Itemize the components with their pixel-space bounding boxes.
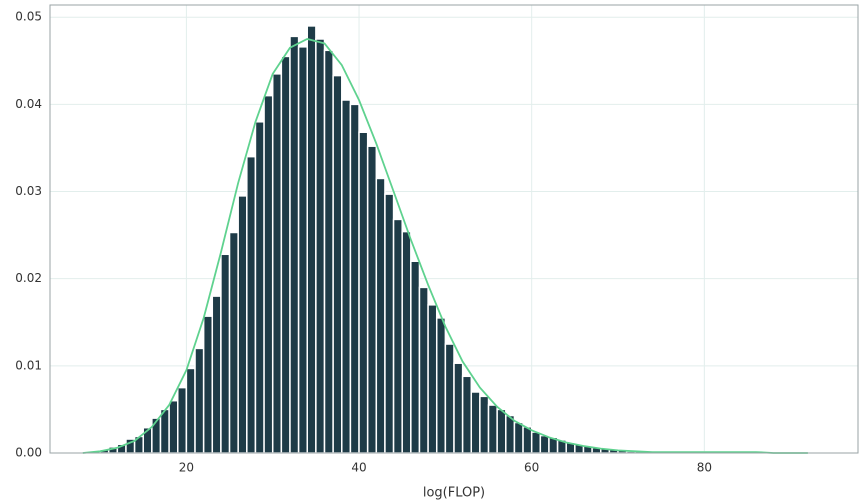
bar	[254, 121, 265, 454]
bar	[410, 260, 421, 454]
x-tick-label: 80	[697, 461, 712, 475]
x-tick-label: 60	[524, 461, 539, 475]
x-axis-label: log(FLOP)	[423, 486, 485, 501]
bar	[211, 295, 222, 454]
bar	[349, 103, 360, 454]
bar	[237, 195, 248, 454]
bar	[151, 417, 162, 454]
plot-frame	[49, 4, 859, 454]
bar	[315, 38, 326, 454]
bar	[366, 145, 378, 454]
bar	[306, 25, 317, 454]
bar	[418, 286, 429, 454]
bar	[271, 73, 283, 454]
bar	[392, 218, 403, 454]
y-tick-label: 0.01	[15, 358, 42, 372]
bar	[358, 131, 369, 454]
bar	[522, 426, 533, 454]
bar	[401, 230, 412, 454]
bar	[444, 343, 455, 454]
bar	[202, 315, 214, 454]
bar	[194, 347, 205, 454]
bar	[341, 99, 352, 454]
bar	[185, 367, 196, 454]
bar	[246, 155, 257, 454]
y-tick-label: 0.03	[15, 184, 42, 198]
bar	[228, 231, 239, 454]
bar	[427, 304, 438, 454]
bar	[263, 94, 274, 454]
bar	[435, 317, 447, 454]
bar	[332, 74, 343, 454]
bar	[479, 395, 490, 454]
x-tick-label: 40	[351, 461, 366, 475]
bar	[297, 46, 308, 454]
bar	[505, 414, 516, 454]
bar	[384, 193, 395, 454]
y-tick-label: 0.00	[15, 446, 42, 460]
bar	[220, 253, 231, 454]
y-tick-label: 0.02	[15, 271, 42, 285]
bar	[461, 375, 473, 454]
bar	[487, 404, 498, 454]
y-tick-label: 0.05	[15, 10, 42, 24]
bar	[530, 431, 542, 454]
x-tick-label: 20	[179, 461, 194, 475]
density-curve	[82, 38, 808, 454]
bar	[323, 49, 334, 454]
bar	[375, 177, 386, 454]
bar	[539, 434, 550, 454]
bar	[280, 55, 291, 454]
bar	[513, 421, 524, 454]
bar	[177, 386, 188, 454]
bar	[453, 362, 464, 454]
bar	[496, 408, 507, 454]
bar	[289, 35, 300, 454]
bar	[470, 391, 481, 454]
bar	[168, 399, 179, 454]
bar	[159, 408, 170, 454]
y-tick-label: 0.04	[15, 97, 42, 111]
